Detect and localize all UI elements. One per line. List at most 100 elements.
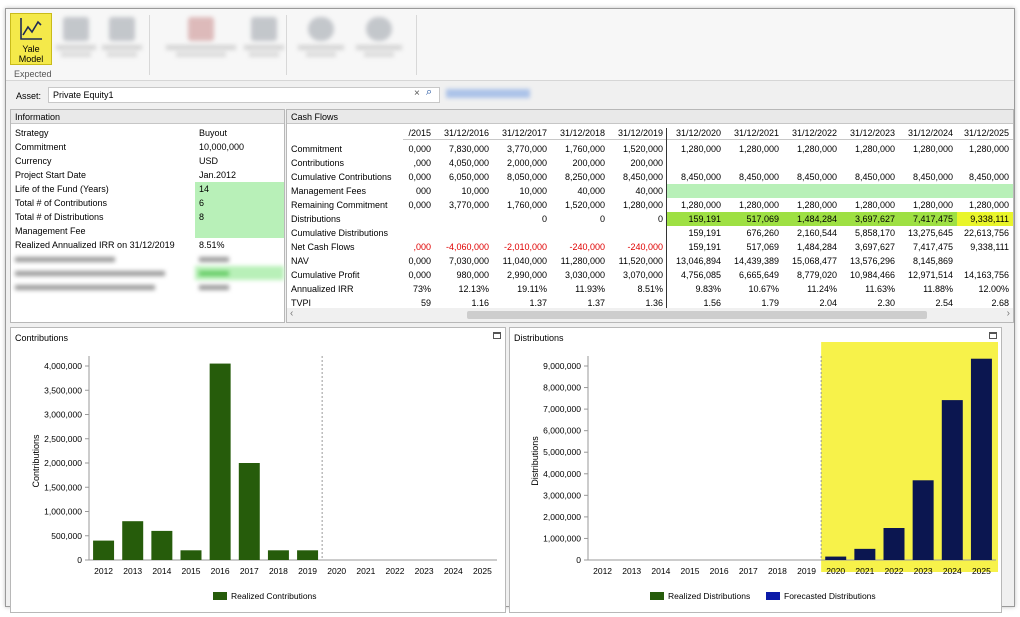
column-header[interactable]: 31/12/2016 [435,126,493,140]
table-cell[interactable]: 1,280,000 [912,144,953,154]
table-cell[interactable]: 1,484,284 [783,212,841,226]
table-cell[interactable]: 000 [415,186,431,196]
column-header[interactable]: 31/12/2021 [725,126,783,140]
minimize-icon[interactable] [493,332,501,339]
table-cell[interactable]: 5,858,170 [854,228,895,238]
column-header[interactable]: /2015 [403,126,435,140]
table-cell[interactable] [667,184,725,198]
ribbon-button-blurred-2[interactable] [102,17,142,57]
table-cell[interactable]: 2.68 [991,298,1009,308]
table-cell[interactable] [403,226,435,240]
table-cell[interactable]: 1,280,000 [796,200,837,210]
table-cell[interactable]: 1,280,000 [738,144,779,154]
column-header[interactable]: 31/12/2025 [957,126,1013,140]
table-cell[interactable]: 8,450,000 [912,172,953,182]
table-cell[interactable] [957,184,1013,198]
table-cell[interactable]: -240,000 [627,242,663,252]
info-value[interactable]: 6 [195,196,284,210]
table-cell[interactable]: 0 [599,214,605,224]
table-cell[interactable]: 1,280,000 [854,200,895,210]
table-cell[interactable] [783,156,841,170]
table-cell[interactable]: 10,000 [461,186,489,196]
asset-input[interactable]: Private Equity1 [48,87,440,103]
table-cell[interactable]: 15,068,477 [791,256,837,266]
table-cell[interactable]: ,000 [413,158,431,168]
table-cell[interactable]: 73% [412,284,431,294]
table-cell[interactable]: 8,450,000 [680,172,721,182]
table-cell[interactable]: 1.37 [529,298,547,308]
table-cell[interactable]: 11,040,000 [502,256,547,266]
table-cell[interactable]: 1,280,000 [796,144,837,154]
table-cell[interactable]: 6,665,649 [738,270,779,280]
yale-model-button[interactable]: Yale Model [10,13,52,65]
table-cell[interactable]: 3,030,000 [564,270,605,280]
table-cell[interactable] [435,226,493,240]
table-cell[interactable]: 0,000 [408,256,431,266]
ribbon-button-blurred-6[interactable] [356,17,402,57]
table-cell[interactable]: 980,000 [456,270,489,280]
table-cell[interactable]: 1,484,284 [796,242,837,252]
table-cell[interactable]: 8,250,000 [564,172,605,182]
table-cell[interactable]: 59 [420,298,431,308]
table-cell[interactable]: 1,760,000 [564,144,605,154]
column-header[interactable]: 31/12/2020 [667,126,725,140]
table-cell[interactable]: 8,450,000 [968,172,1009,182]
table-cell[interactable]: 12.13% [458,284,489,294]
table-cell[interactable]: 0,000 [408,144,431,154]
table-cell[interactable]: 3,697,627 [841,212,899,226]
table-cell[interactable]: 159,191 [667,212,725,226]
table-cell[interactable]: -2,010,000 [503,242,547,252]
table-cell[interactable]: 0,000 [408,172,431,182]
table-cell[interactable]: 200,000 [630,158,663,168]
table-cell[interactable] [957,156,1013,170]
table-cell[interactable] [493,226,551,240]
table-cell[interactable]: 4,050,000 [448,158,489,168]
table-cell[interactable]: 8,779,020 [796,270,837,280]
table-cell[interactable]: 10,984,466 [849,270,895,280]
scrollbar-thumb[interactable] [467,311,927,319]
table-cell[interactable]: -4,060,000 [445,242,489,252]
table-cell[interactable]: 1.56 [703,298,721,308]
info-value[interactable] [195,224,284,238]
table-cell[interactable] [725,156,783,170]
table-cell[interactable]: 3,770,000 [448,200,489,210]
ribbon-button-blurred-3[interactable] [166,17,236,57]
table-cell[interactable]: 7,030,000 [448,256,489,266]
table-cell[interactable]: 517,069 [746,242,779,252]
table-cell[interactable]: 1,280,000 [968,200,1009,210]
table-cell[interactable]: 159,191 [688,228,721,238]
table-cell[interactable]: 4,756,085 [680,270,721,280]
table-cell[interactable]: 0 [657,214,663,224]
table-cell[interactable]: 2,000,000 [506,158,547,168]
table-cell[interactable]: 12.00% [978,284,1009,294]
table-cell[interactable] [899,156,957,170]
table-cell[interactable]: 1,280,000 [680,144,721,154]
ribbon-button-blurred-1[interactable] [56,17,96,57]
table-cell[interactable]: 1.36 [645,298,663,308]
table-cell[interactable]: 676,260 [746,228,779,238]
asset-link-blurred[interactable] [446,89,530,98]
table-cell[interactable] [783,184,841,198]
table-cell[interactable]: 0 [541,214,547,224]
table-cell[interactable]: 1,280,000 [968,144,1009,154]
table-cell[interactable]: 8,050,000 [506,172,547,182]
ribbon-button-blurred-4[interactable] [244,17,284,57]
table-cell[interactable] [841,156,899,170]
table-cell[interactable]: 1,520,000 [622,144,663,154]
table-cell[interactable]: 9,338,111 [957,212,1013,226]
table-cell[interactable]: 11,520,000 [618,256,663,266]
table-cell[interactable]: 3,070,000 [622,270,663,280]
table-cell[interactable]: 2.54 [935,298,953,308]
table-cell[interactable]: 1,520,000 [564,200,605,210]
table-cell[interactable] [435,212,493,226]
table-cell[interactable]: 22,613,756 [963,228,1009,238]
horizontal-scrollbar[interactable]: ‹ › [287,308,1013,322]
info-value[interactable]: 14 [195,182,284,196]
table-cell[interactable]: 2,990,000 [506,270,547,280]
table-cell[interactable]: 12,971,514 [907,270,953,280]
table-cell[interactable] [609,226,667,240]
column-header[interactable]: 31/12/2017 [493,126,551,140]
ribbon-button-blurred-5[interactable] [298,17,344,57]
table-cell[interactable]: 13,046,894 [675,256,721,266]
table-cell[interactable]: 11.24% [807,284,837,294]
